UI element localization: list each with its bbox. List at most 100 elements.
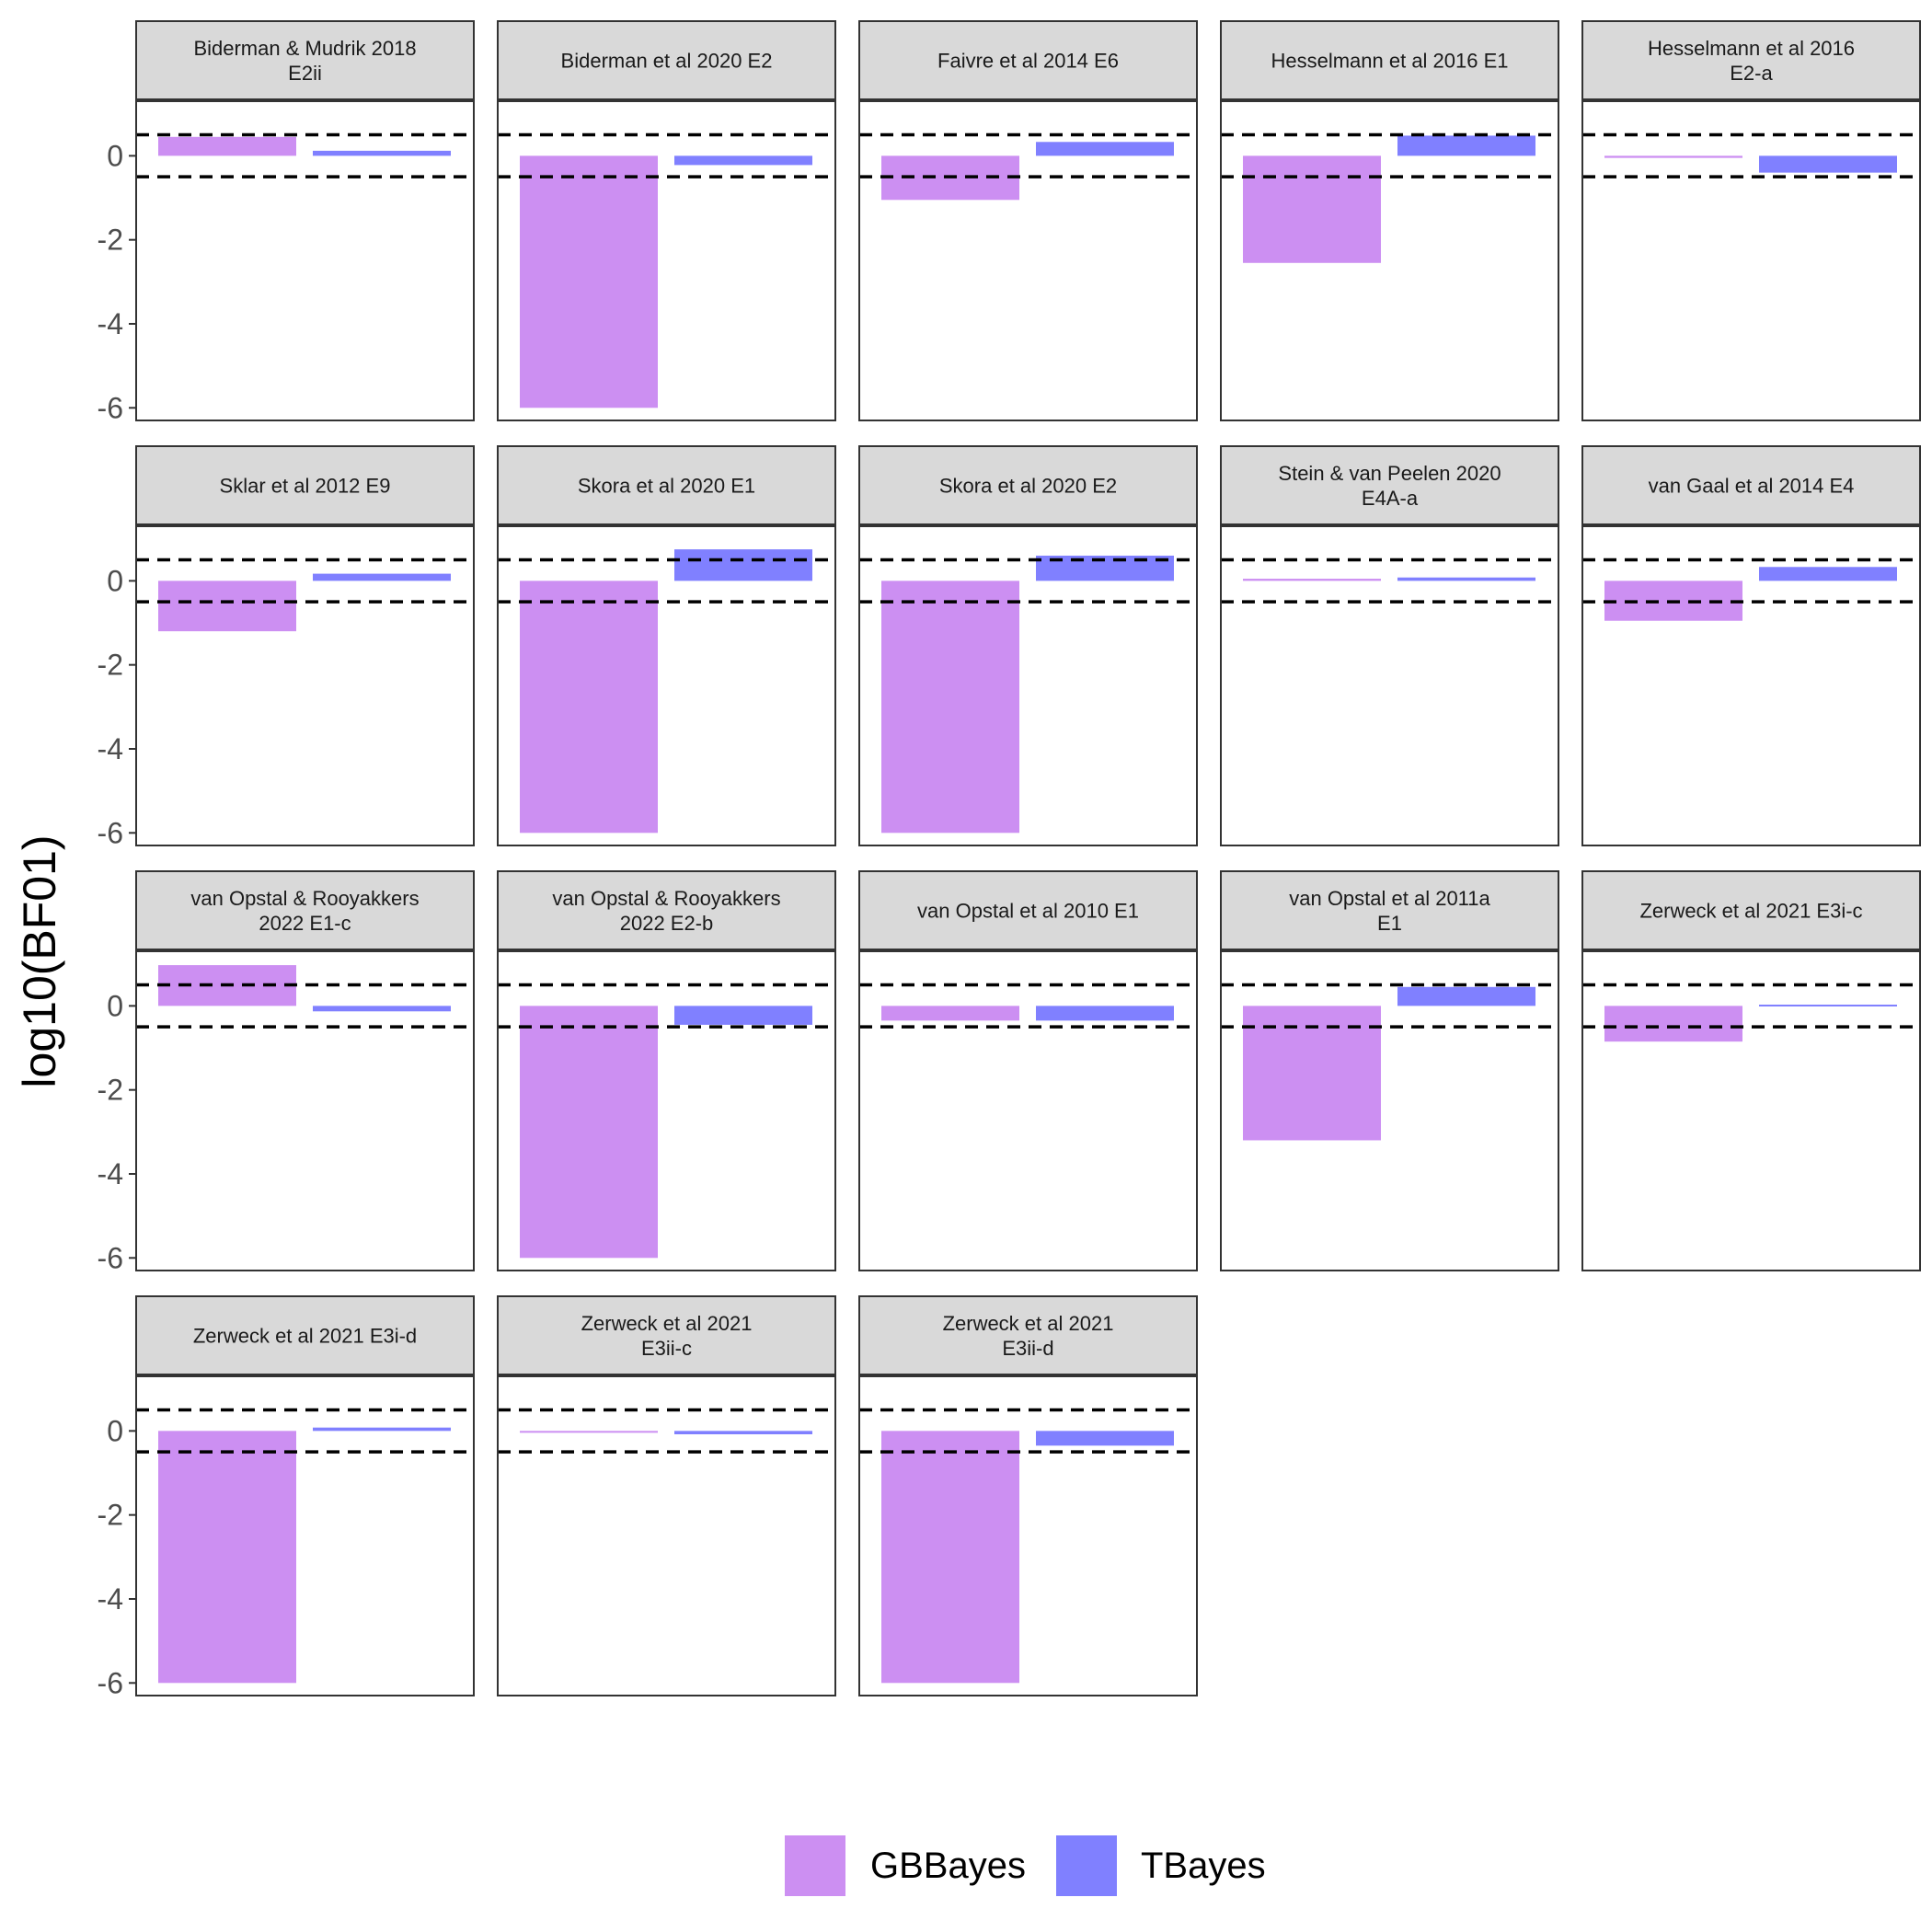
facet-strip — [135, 870, 475, 950]
panel-border — [1220, 950, 1559, 1271]
bar-gbbayes — [1604, 155, 1742, 158]
facet-title: Zerweck et al 2021 — [581, 1312, 753, 1335]
bar-tbayes — [674, 1006, 812, 1025]
facet-strip — [497, 1295, 836, 1375]
bar-tbayes — [313, 1006, 451, 1012]
panel-border — [497, 525, 836, 846]
panel-border — [497, 100, 836, 421]
y-axis-label: log10(BF01) — [14, 834, 65, 1087]
facet-title: Skora et al 2020 E2 — [939, 475, 1117, 498]
panel-border — [135, 1375, 475, 1696]
facet-title: E1 — [1377, 912, 1402, 935]
facet-strip — [497, 870, 836, 950]
bar-gbbayes — [158, 1431, 296, 1684]
bar-gbbayes — [1243, 155, 1381, 263]
facet-panel: Biderman et al 2020 E2 — [497, 20, 836, 421]
facet-strip — [497, 20, 836, 100]
bar-tbayes — [1759, 1004, 1897, 1006]
bar-gbbayes — [1243, 579, 1381, 581]
bar-tbayes — [674, 1431, 812, 1435]
panel-border — [497, 950, 836, 1271]
bar-gbbayes — [158, 136, 296, 156]
bar-tbayes — [674, 549, 812, 581]
facet-panel: Faivre et al 2014 E6 — [858, 20, 1198, 421]
facet-title: 2022 E2-b — [620, 912, 714, 935]
facet-strip — [1220, 445, 1559, 525]
legend-key — [785, 1835, 845, 1896]
y-tick-label: -4 — [98, 1582, 123, 1616]
facet-strip — [1581, 20, 1921, 100]
facet-title: Faivre et al 2014 E6 — [937, 50, 1119, 73]
y-tick-label: 0 — [107, 989, 123, 1022]
panel-border — [858, 525, 1198, 846]
facet-panel: Zerweck et al 2021 E3i-c — [1581, 870, 1921, 1271]
facet-panel: Skora et al 2020 E1 — [497, 445, 836, 846]
facet-title: Zerweck et al 2021 E3i-d — [193, 1325, 417, 1348]
y-tick-label: -4 — [98, 732, 123, 765]
bar-gbbayes — [520, 155, 658, 408]
bar-tbayes — [1397, 135, 1535, 156]
panel-border — [1220, 525, 1559, 846]
facet-title: Stein & van Peelen 2020 — [1278, 462, 1501, 485]
panel-border — [135, 525, 475, 846]
facet-title: E3ii-c — [641, 1337, 692, 1360]
panel-background — [498, 1376, 835, 1696]
facet-panel: Zerweck et al 2021 E3i-d 0 -2 -4 -6 — [98, 1295, 475, 1699]
facet-strip — [858, 445, 1198, 525]
y-tick-label: -2 — [98, 649, 123, 682]
bar-gbbayes — [520, 1431, 658, 1433]
y-tick-label: -2 — [98, 224, 123, 257]
panel-border — [1581, 525, 1921, 846]
bar-tbayes — [1036, 142, 1174, 156]
bar-tbayes — [1036, 1431, 1174, 1446]
y-tick-label: -2 — [98, 1074, 123, 1107]
y-tick-label: -6 — [98, 1666, 123, 1699]
panel-border — [497, 1375, 836, 1696]
facet-title: Zerweck et al 2021 — [943, 1312, 1114, 1335]
bar-gbbayes — [881, 1006, 1019, 1021]
facet-strip — [1581, 870, 1921, 950]
bar-gbbayes — [881, 581, 1019, 834]
y-tick-label: 0 — [107, 139, 123, 172]
bar-gbbayes — [520, 1006, 658, 1259]
legend-label: GBBayes — [870, 1846, 1026, 1886]
panel-background — [859, 951, 1197, 1271]
bar-tbayes — [674, 155, 812, 166]
facet-title: Biderman & Mudrik 2018 — [193, 37, 416, 60]
panel-border — [858, 1375, 1198, 1696]
bar-tbayes — [1397, 577, 1535, 581]
facet-strip — [1220, 870, 1559, 950]
legend-label: TBayes — [1141, 1846, 1266, 1886]
bar-tbayes — [313, 150, 451, 156]
bar-tbayes — [1036, 1006, 1174, 1021]
facet-panels: Biderman & Mudrik 2018E2ii0-2-4-6Biderma… — [98, 20, 1921, 1699]
y-tick-label: -4 — [98, 1157, 123, 1190]
bar-tbayes — [1759, 567, 1897, 581]
bar-tbayes — [1397, 986, 1535, 1006]
y-tick-label: -6 — [98, 816, 123, 849]
legend-key — [1056, 1835, 1117, 1896]
panel-background — [1582, 101, 1920, 420]
facet-strip — [1220, 20, 1559, 100]
facet-title: Skora et al 2020 E1 — [578, 475, 755, 498]
facet-title: van Opstal & Rooyakkers — [552, 887, 780, 910]
bar-tbayes — [313, 573, 451, 581]
bar-gbbayes — [1604, 1006, 1742, 1042]
facet-strip — [135, 445, 475, 525]
facet-title: Sklar et al 2012 E9 — [220, 475, 391, 498]
facet-title: van Opstal et al 2011a — [1289, 887, 1490, 910]
y-tick-label: 0 — [107, 1414, 123, 1447]
legend-item: GBBayes — [785, 1835, 1026, 1896]
bar-gbbayes — [520, 581, 658, 834]
y-tick-label: -2 — [98, 1499, 123, 1532]
facet-title: Hesselmann et al 2016 E1 — [1271, 50, 1508, 73]
